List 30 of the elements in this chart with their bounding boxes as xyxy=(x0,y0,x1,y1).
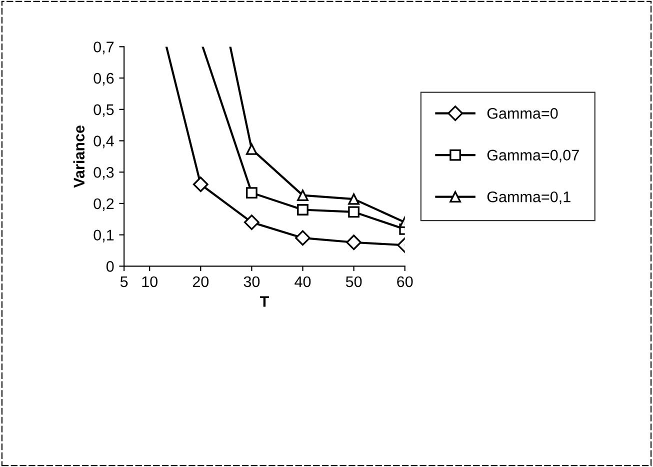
x-tick-label: 50 xyxy=(346,276,362,288)
point xyxy=(297,204,308,216)
point xyxy=(246,187,258,199)
y-tick-label: 0 xyxy=(106,261,114,272)
y-axis-title: Variance xyxy=(73,126,85,188)
x-tick-label: 30 xyxy=(244,276,260,288)
x-tick-label: 40 xyxy=(294,276,311,288)
point xyxy=(192,176,208,192)
legend-label: Gamma=0,07 xyxy=(487,150,579,162)
x-tick-label: 20 xyxy=(192,276,209,288)
y-tick-label: 0,7 xyxy=(94,42,114,54)
y-tick-label: 0,4 xyxy=(94,136,114,148)
y-tick-label: 0,1 xyxy=(94,230,114,242)
x-tick-label: 60 xyxy=(397,276,413,288)
y-tick-label: 0,2 xyxy=(94,198,114,211)
x-tick-label: 5 xyxy=(120,276,128,288)
y-tick-label: 0,6 xyxy=(94,72,114,86)
point xyxy=(348,193,360,205)
y-tick-label: 0,3 xyxy=(94,166,114,180)
y-tick-label: 0,5 xyxy=(94,104,114,117)
point xyxy=(246,144,258,155)
point xyxy=(295,230,310,246)
x-tick-label: 10 xyxy=(142,276,158,288)
legend-label: Gamma=0,1 xyxy=(487,191,570,204)
point xyxy=(348,206,360,218)
legend-label: Gamma=0 xyxy=(487,108,558,119)
point xyxy=(297,190,308,202)
point xyxy=(346,234,362,250)
x-axis-title: T xyxy=(260,296,269,307)
point xyxy=(244,214,260,230)
